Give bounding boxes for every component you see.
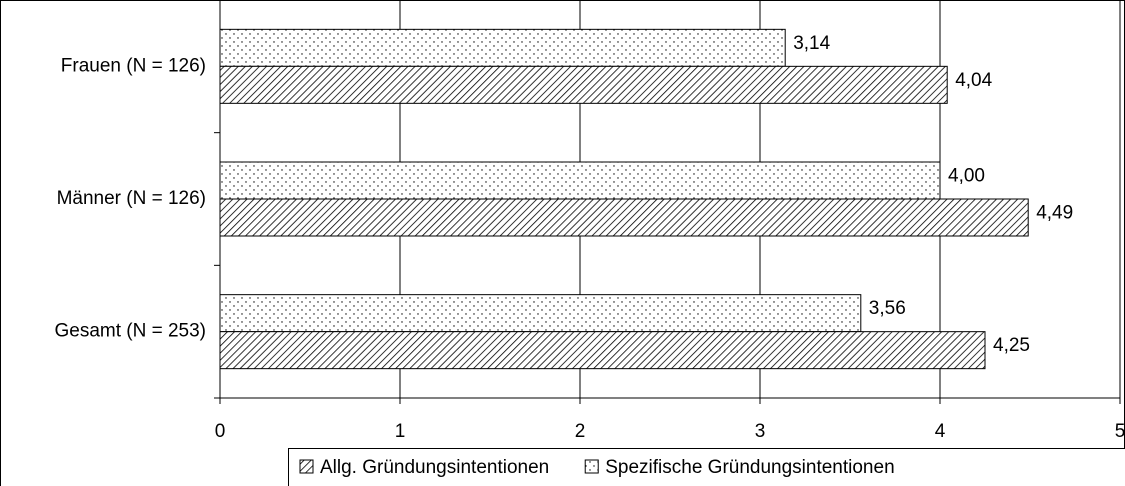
bar <box>219 198 1029 237</box>
data-label: 4,04 <box>955 70 992 91</box>
data-label: 3,14 <box>793 33 830 54</box>
legend-swatch <box>299 459 314 474</box>
bar <box>219 294 862 333</box>
bar <box>219 65 948 104</box>
bar <box>219 28 786 67</box>
data-label: 4,49 <box>1036 203 1073 224</box>
data-label: 3,56 <box>869 298 906 319</box>
data-label: 4,25 <box>993 335 1030 356</box>
bar <box>219 331 986 370</box>
x-tick-label: 5 <box>1115 421 1125 442</box>
x-tick-label: 1 <box>395 421 406 442</box>
data-label: 4,00 <box>948 166 985 187</box>
x-tick-label: 2 <box>575 421 586 442</box>
x-tick-label: 3 <box>755 421 766 442</box>
bar <box>219 161 941 200</box>
y-tick-label: Gesamt (N = 253) <box>54 321 206 342</box>
legend-box <box>288 448 1125 486</box>
legend-label: Allg. Gründungsintentionen <box>320 457 549 478</box>
legend-label: Spezifische Gründungsintentionen <box>605 457 894 478</box>
x-tick-label: 4 <box>935 421 946 442</box>
y-tick-label: Männer (N = 126) <box>57 188 206 209</box>
x-tick-label: 0 <box>215 421 226 442</box>
y-tick-label: Frauen (N = 126) <box>61 55 206 76</box>
legend-swatch <box>584 459 599 474</box>
